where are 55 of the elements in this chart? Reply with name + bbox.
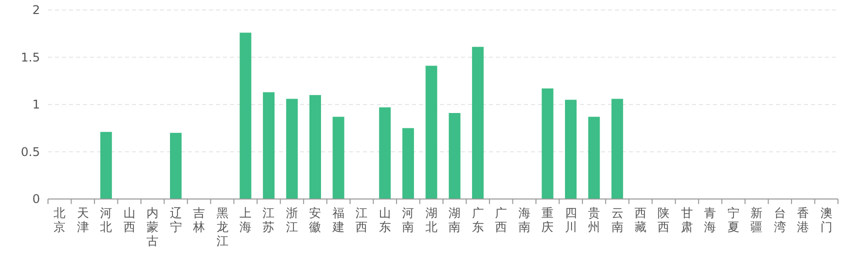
x-tick-label: 澳门 bbox=[820, 206, 832, 234]
x-tick-label: 福建 bbox=[331, 206, 344, 234]
y-tick-label: 1.5 bbox=[20, 50, 40, 64]
x-tick-label: 重庆 bbox=[542, 206, 554, 234]
bar bbox=[611, 98, 624, 199]
x-tick-label: 湖北 bbox=[425, 206, 438, 234]
x-tick-label: 天津 bbox=[76, 206, 89, 234]
x-tick-label: 台湾 bbox=[774, 206, 786, 234]
bar bbox=[588, 116, 600, 199]
x-tick-label: 西藏 bbox=[634, 206, 646, 234]
x-tick-label: 陕西 bbox=[658, 206, 670, 234]
bar bbox=[286, 98, 298, 199]
x-tick-label: 青海 bbox=[704, 206, 716, 234]
x-tick-label: 广东 bbox=[472, 206, 484, 234]
y-tick-label: 0 bbox=[32, 192, 40, 206]
x-tick-label: 黑龙江 bbox=[216, 206, 228, 248]
bar bbox=[402, 128, 414, 199]
x-tick-label: 浙江 bbox=[286, 206, 298, 234]
bar bbox=[472, 46, 484, 199]
bar bbox=[564, 100, 577, 199]
x-tick-label: 宁夏 bbox=[727, 206, 740, 234]
bar bbox=[100, 132, 112, 199]
x-tick-label: 辽宁 bbox=[170, 206, 182, 234]
x-tick-label: 山东 bbox=[378, 206, 391, 234]
y-tick-label: 2 bbox=[32, 3, 40, 18]
bar bbox=[240, 32, 252, 199]
bar bbox=[262, 92, 275, 199]
x-tick-label: 广西 bbox=[495, 206, 508, 234]
x-tick-label: 上海 bbox=[240, 206, 252, 234]
x-tick-label: 江西 bbox=[356, 206, 368, 234]
x-tick-label: 河南 bbox=[402, 206, 414, 234]
bar bbox=[448, 113, 460, 199]
x-tick-label: 山西 bbox=[123, 206, 136, 234]
x-tick-label: 甘肃 bbox=[680, 206, 693, 234]
x-tick-label: 香港 bbox=[797, 206, 810, 234]
bar bbox=[332, 116, 344, 199]
x-tick-label: 海南 bbox=[518, 206, 530, 234]
bar bbox=[309, 95, 322, 199]
x-tick-label: 四川 bbox=[564, 206, 577, 234]
x-tick-label: 河北 bbox=[100, 206, 112, 234]
x-tick-label: 安徽 bbox=[309, 206, 322, 234]
bar bbox=[426, 66, 438, 199]
x-tick-label: 贵州 bbox=[588, 206, 600, 234]
x-tick-label: 新疆 bbox=[750, 206, 763, 234]
bar bbox=[379, 107, 391, 199]
x-tick-label: 内蒙古 bbox=[146, 206, 159, 248]
x-tick-label: 吉林 bbox=[192, 206, 206, 234]
x-tick-label: 北京 bbox=[54, 206, 66, 234]
x-tick-label: 湖南 bbox=[448, 206, 461, 234]
bar bbox=[170, 132, 182, 199]
y-tick-label: 1 bbox=[32, 98, 40, 112]
y-tick-label: 0.5 bbox=[20, 144, 40, 159]
x-tick-label: 江苏 bbox=[262, 206, 275, 234]
bar bbox=[542, 88, 554, 199]
x-tick-label: 云南 bbox=[611, 206, 624, 234]
